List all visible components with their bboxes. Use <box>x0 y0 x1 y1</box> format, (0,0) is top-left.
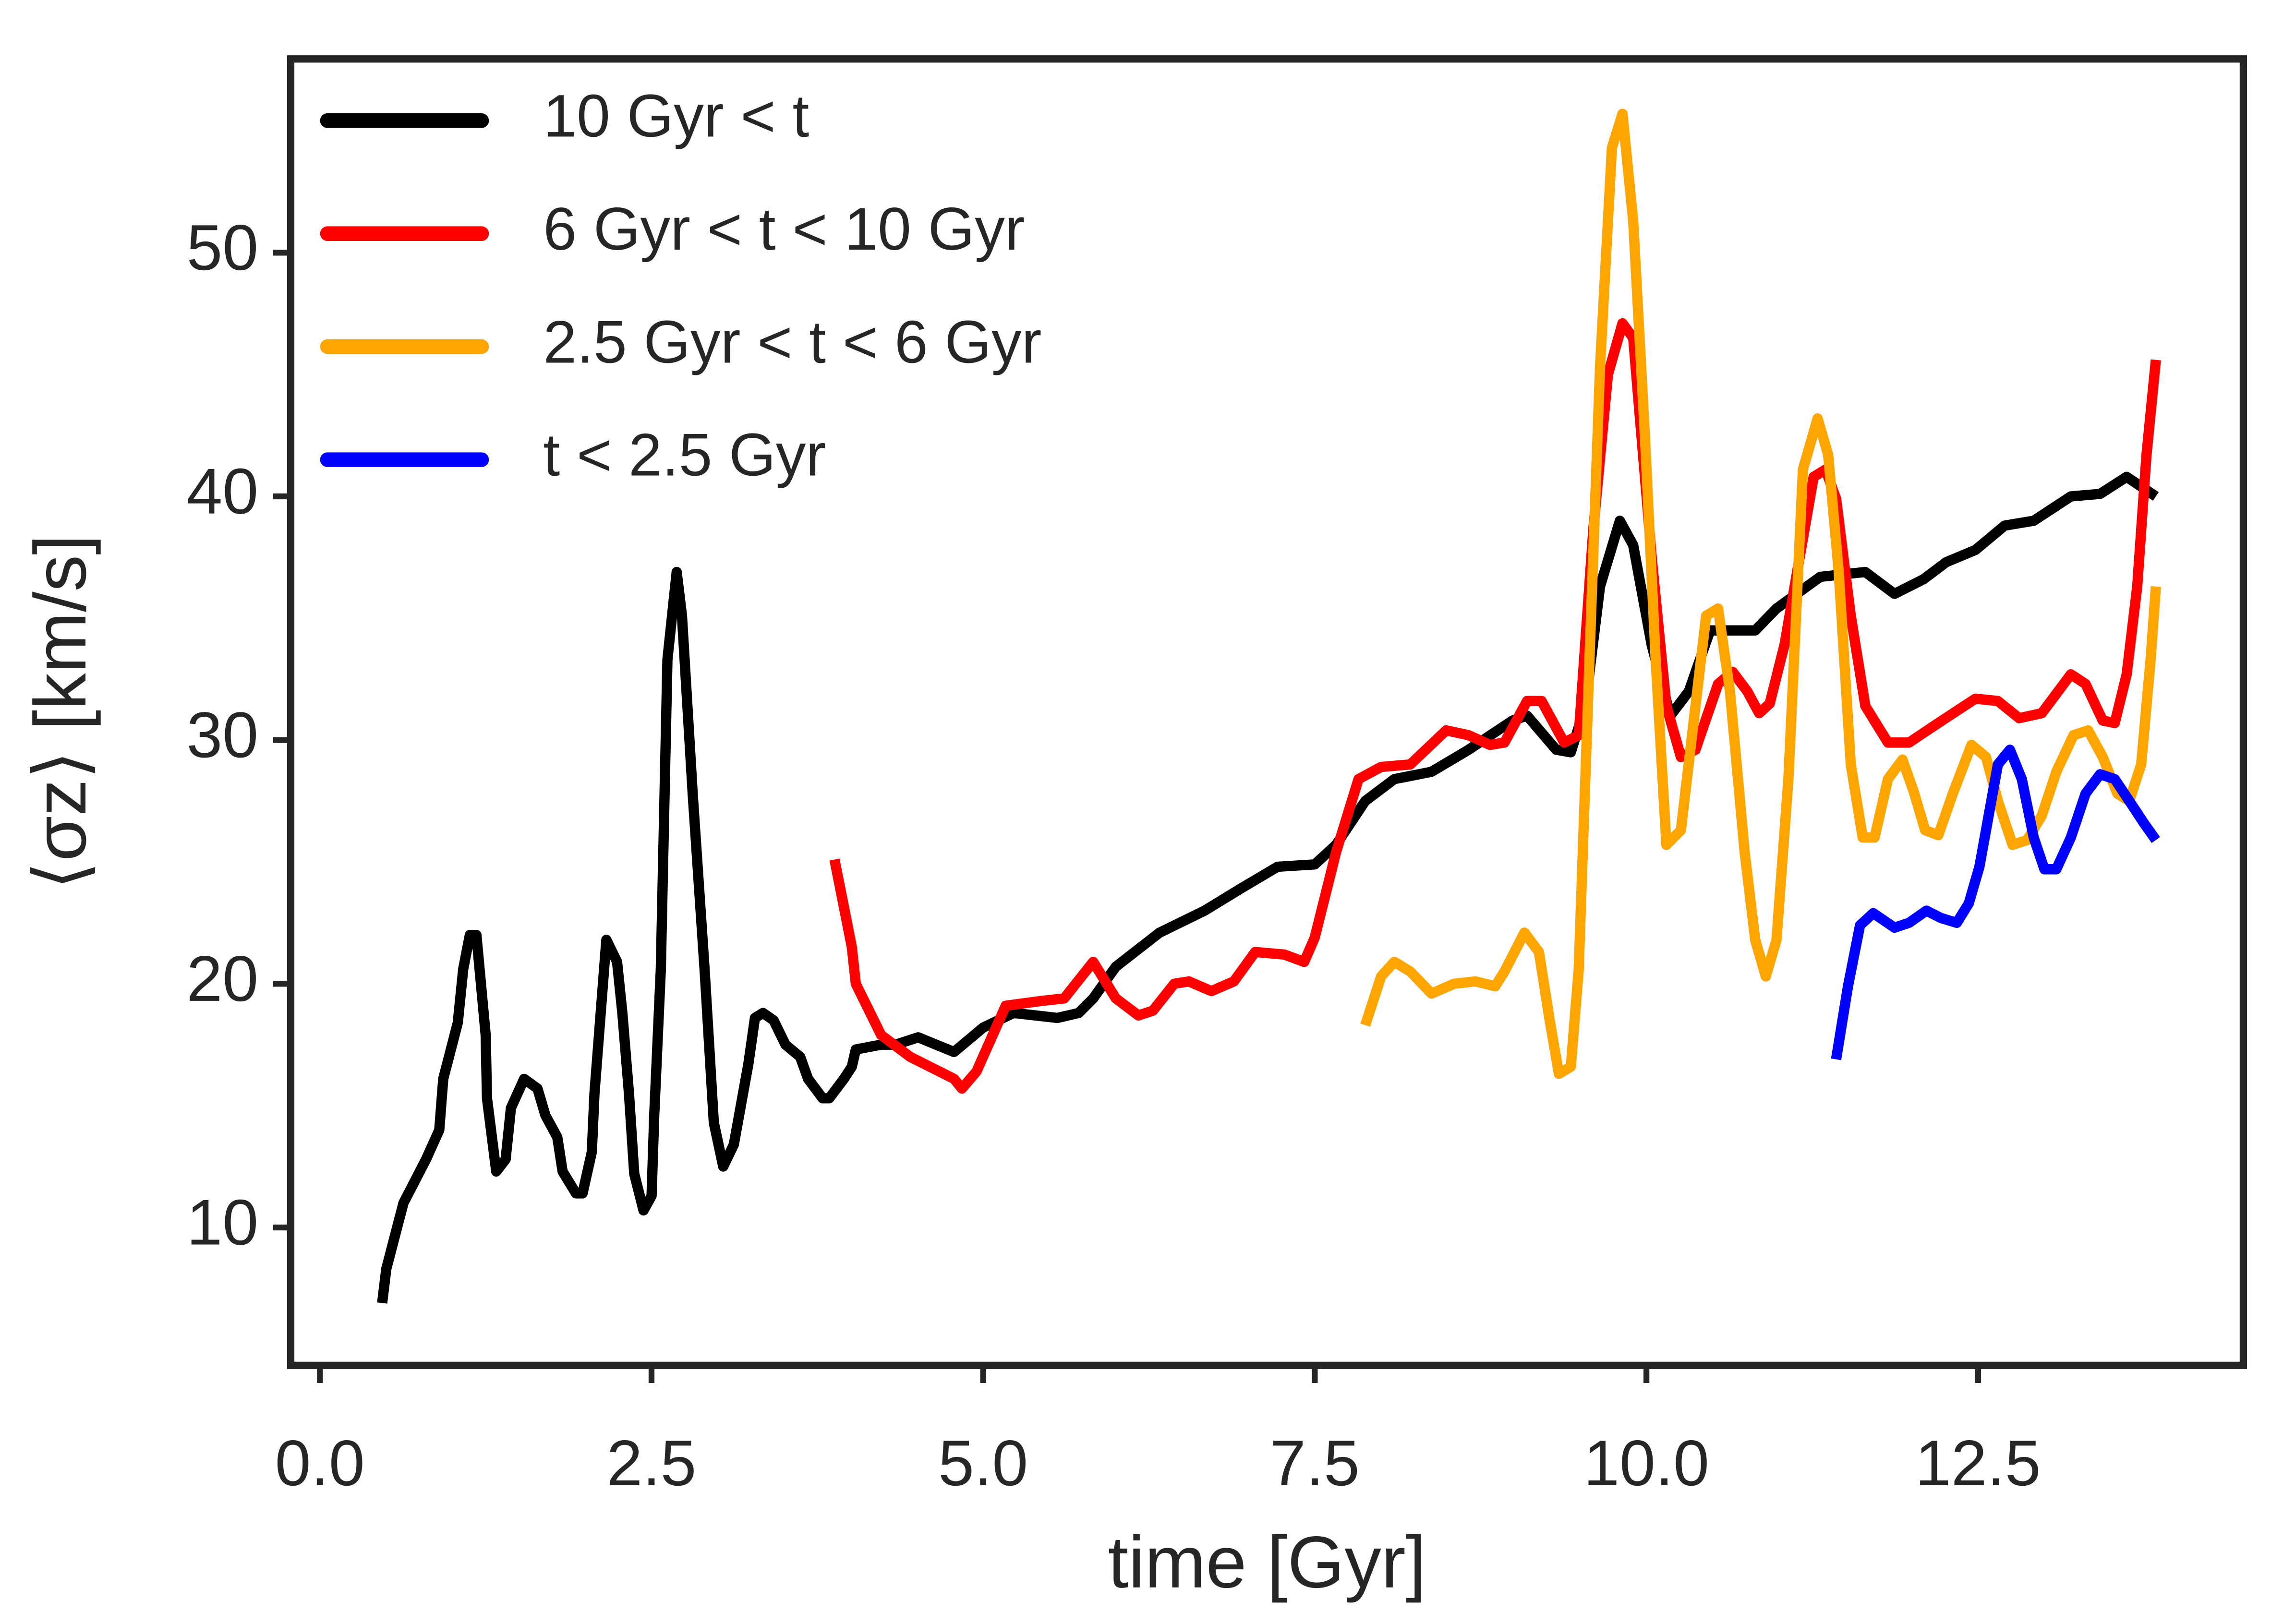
y-tick-label: 50 <box>187 211 259 284</box>
data-line <box>377 471 2159 1304</box>
data-line <box>1360 108 2161 1079</box>
data-line <box>829 318 2161 1094</box>
legend-label: 10 Gyr < t <box>543 82 809 149</box>
legend-label: 6 Gyr < t < 10 Gyr <box>543 195 1025 263</box>
data-line <box>1831 745 2160 1060</box>
x-tick-label: 2.5 <box>606 1427 696 1499</box>
x-tick-label: 10.0 <box>1583 1427 1709 1499</box>
y-tick-label: 10 <box>187 1186 259 1259</box>
y-axis-label: ⟨σz⟩ [km/s] <box>20 534 101 890</box>
x-tick-label: 7.5 <box>1270 1427 1360 1499</box>
y-tick-label: 40 <box>187 455 259 528</box>
legend-label: t < 2.5 Gyr <box>543 421 826 489</box>
y-tick-label: 30 <box>187 698 259 771</box>
x-tick-label: 0.0 <box>275 1427 365 1499</box>
legend-label: 2.5 Gyr < t < 6 Gyr <box>543 308 1041 375</box>
x-tick-label: 5.0 <box>938 1427 1028 1499</box>
plot-frame <box>287 55 2247 1369</box>
x-axis-label: time [Gyr] <box>1108 1522 1426 1603</box>
x-tick-label: 12.5 <box>1915 1427 2041 1499</box>
y-tick-label: 20 <box>187 942 259 1015</box>
